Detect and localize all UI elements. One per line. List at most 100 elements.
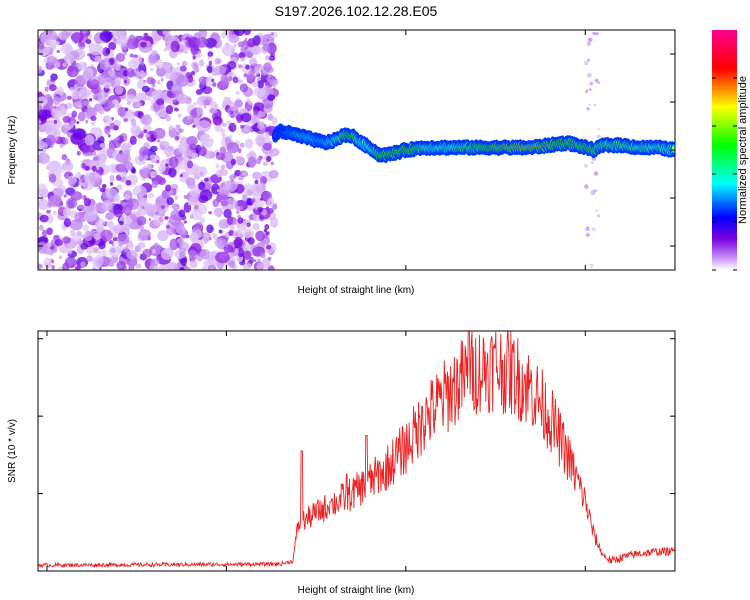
noise-speck	[586, 41, 591, 46]
noise-speck	[228, 260, 236, 269]
noise-speck	[209, 237, 212, 241]
noise-speck	[147, 95, 152, 101]
noise-speck	[591, 227, 596, 232]
noise-speck	[99, 187, 106, 193]
noise-speck	[203, 238, 209, 245]
noise-speck	[143, 32, 149, 39]
noise-speck	[263, 137, 271, 144]
noise-speck	[101, 200, 113, 212]
snr-frame	[37, 330, 676, 572]
noise-speck	[71, 90, 82, 100]
noise-speck	[46, 227, 53, 236]
noise-speck	[203, 99, 211, 106]
noise-speck	[115, 52, 126, 62]
noise-speck	[58, 255, 63, 260]
noise-speck	[177, 93, 189, 104]
noise-speck	[265, 231, 270, 236]
noise-speck	[157, 177, 167, 186]
noise-speck	[268, 55, 276, 62]
noise-speck	[249, 57, 258, 67]
noise-speck	[183, 194, 188, 199]
noise-speck	[245, 219, 252, 225]
noise-speck	[103, 98, 115, 110]
noise-speck	[186, 160, 194, 169]
noise-speck	[47, 202, 53, 208]
noise-speck	[586, 72, 592, 78]
noise-speck	[84, 143, 97, 153]
noise-speck	[180, 173, 183, 178]
noise-speck	[218, 229, 223, 234]
noise-speck	[265, 55, 269, 61]
noise-speck	[70, 120, 75, 126]
noise-speck	[239, 142, 245, 148]
noise-speck	[62, 236, 71, 244]
noise-speck	[166, 197, 174, 206]
noise-speck	[150, 78, 157, 85]
noise-speck	[216, 188, 220, 193]
noise-speck	[111, 30, 125, 38]
noise-speck	[174, 249, 187, 260]
noise-speck	[38, 96, 48, 107]
noise-speck	[207, 56, 211, 60]
noise-speck	[166, 261, 179, 270]
noise-speck	[196, 37, 208, 48]
noise-speck	[589, 81, 594, 86]
noise-speck	[41, 229, 48, 238]
noise-speck	[153, 127, 166, 139]
noise-speck	[77, 111, 86, 122]
noise-speck	[215, 163, 220, 169]
spectrogram-y-axis-title: Frequency (Hz)	[7, 116, 18, 185]
noise-speck	[69, 86, 75, 92]
noise-speck	[262, 161, 269, 166]
noise-speck	[70, 191, 83, 201]
noise-speck	[257, 80, 265, 89]
noise-speck	[130, 118, 137, 127]
noise-speck	[140, 61, 144, 66]
noise-speck	[110, 257, 115, 262]
noise-speck	[586, 58, 591, 62]
noise-speck	[90, 115, 97, 121]
noise-speck	[244, 190, 248, 194]
noise-speck	[46, 127, 58, 137]
noise-speck	[256, 182, 266, 193]
noise-speck	[270, 32, 274, 36]
noise-speck	[267, 94, 276, 101]
noise-speck	[90, 121, 96, 126]
noise-speck	[260, 133, 265, 138]
noise-speck	[62, 156, 66, 160]
noise-speck	[252, 223, 260, 231]
noise-speck	[254, 69, 260, 75]
noise-speck	[188, 115, 193, 121]
noise-speck	[198, 204, 208, 215]
noise-speck	[81, 30, 88, 34]
noise-speck	[189, 189, 199, 197]
noise-speck	[253, 259, 257, 263]
noise-speck	[94, 173, 100, 179]
noise-speck	[162, 96, 167, 101]
noise-speck	[254, 179, 259, 185]
noise-speck	[595, 79, 599, 83]
noise-speck	[62, 262, 70, 270]
colorbar-ticks	[712, 77, 737, 271]
noise-speck	[54, 40, 60, 46]
noise-speck	[237, 247, 245, 258]
noise-speck	[38, 65, 43, 74]
noise-speck	[183, 220, 187, 224]
noise-speck	[105, 188, 118, 200]
noise-speck	[212, 82, 217, 88]
noise-speck	[234, 110, 238, 114]
noise-speck	[588, 103, 591, 106]
noise-speck	[77, 61, 88, 71]
noise-speck	[268, 169, 279, 179]
noise-speck	[247, 38, 256, 48]
noise-speck	[226, 60, 237, 70]
noise-speck	[46, 55, 57, 65]
noise-speck	[88, 171, 102, 183]
noise-speck	[116, 184, 123, 190]
noise-speck	[129, 135, 137, 146]
noise-speck	[63, 138, 69, 145]
noise-speck	[62, 62, 67, 68]
noise-speck	[178, 45, 189, 54]
noise-speck	[245, 64, 250, 70]
noise-speck	[94, 55, 103, 63]
